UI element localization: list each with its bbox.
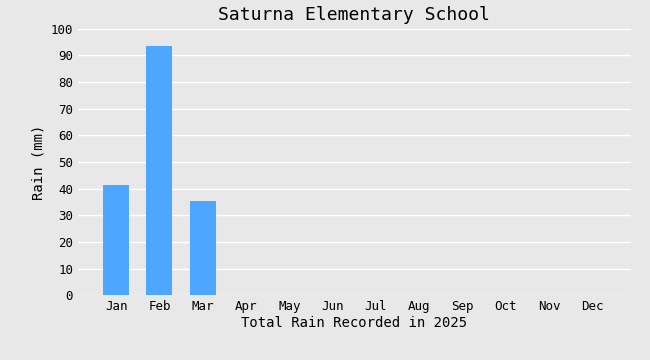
Bar <box>103 185 129 295</box>
X-axis label: Total Rain Recorded in 2025: Total Rain Recorded in 2025 <box>241 316 467 330</box>
Bar <box>146 46 172 295</box>
Y-axis label: Rain (mm): Rain (mm) <box>31 124 45 200</box>
Title: Saturna Elementary School: Saturna Elementary School <box>218 6 490 24</box>
Bar <box>190 201 216 295</box>
